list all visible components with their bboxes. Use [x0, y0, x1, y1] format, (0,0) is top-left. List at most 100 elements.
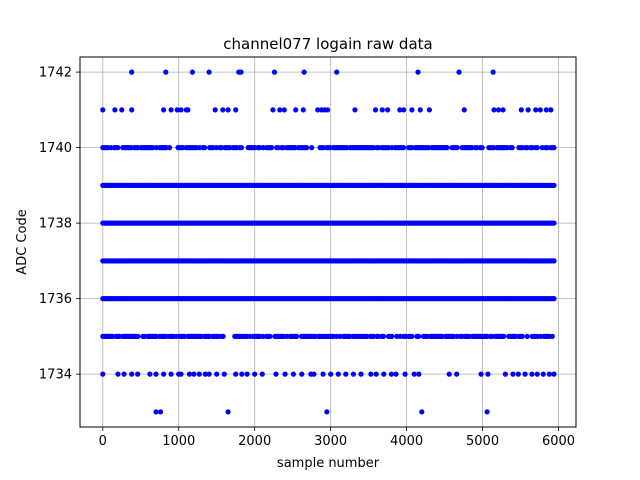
y-tick-label: 1740 [39, 141, 72, 156]
data-point [519, 333, 525, 339]
data-point [546, 371, 553, 377]
data-point [282, 371, 288, 377]
data-point [196, 371, 202, 377]
data-point [189, 69, 195, 75]
y-tick-label: 1738 [39, 217, 72, 232]
data-point [129, 371, 135, 377]
data-point [290, 371, 296, 377]
data-point [446, 371, 452, 377]
data-point [540, 371, 546, 377]
data-point [309, 145, 315, 151]
data-point [233, 107, 239, 113]
data-point [161, 107, 167, 113]
data-point [328, 371, 334, 377]
x-axis: 0 1000 2000 3000 4000 5000 6000 [99, 427, 575, 449]
data-point [161, 371, 167, 377]
data-point [389, 333, 395, 339]
data-point [515, 371, 521, 377]
data-point [115, 145, 121, 151]
data-point [259, 371, 265, 377]
data-point [551, 145, 557, 151]
data-point [490, 69, 496, 75]
data-point [157, 409, 164, 415]
data-point [273, 371, 279, 377]
data-point [350, 371, 356, 377]
data-point [551, 182, 557, 188]
data-point [502, 371, 508, 377]
data-point [537, 107, 543, 113]
data-point [311, 371, 317, 377]
data-point [444, 145, 450, 151]
data-point [269, 145, 275, 151]
data-point [401, 107, 407, 113]
data-point [388, 371, 394, 377]
data-points [100, 69, 557, 415]
data-point [301, 69, 307, 75]
data-point [495, 107, 502, 113]
data-point [551, 258, 557, 264]
data-point [381, 371, 387, 377]
data-point [186, 371, 192, 377]
data-point [522, 371, 528, 377]
data-point [214, 371, 220, 377]
data-point [548, 107, 554, 113]
data-point [409, 333, 415, 339]
data-point [551, 220, 557, 226]
data-point [320, 371, 326, 377]
data-point [225, 107, 231, 113]
grid-lines [80, 57, 576, 427]
data-point [385, 107, 391, 113]
data-point [221, 371, 227, 377]
data-point [202, 371, 208, 377]
data-point [129, 69, 135, 75]
data-point [220, 333, 226, 339]
data-point [168, 107, 174, 113]
data-point [325, 107, 331, 113]
data-point [485, 371, 491, 377]
data-point [534, 371, 540, 377]
data-point [373, 371, 379, 377]
x-tick-label: 3000 [314, 434, 347, 449]
data-point [334, 69, 340, 75]
data-point [401, 145, 407, 151]
data-point [100, 107, 106, 113]
data-point [115, 371, 121, 377]
data-point [426, 107, 432, 113]
data-point [549, 333, 555, 339]
x-tick-label: 0 [99, 434, 107, 449]
data-point [415, 69, 421, 75]
x-tick-label: 1000 [162, 434, 195, 449]
data-point [454, 371, 460, 377]
data-point [271, 69, 278, 75]
data-point [100, 371, 106, 377]
data-point [393, 371, 399, 377]
data-point [454, 145, 460, 151]
data-point [121, 371, 127, 377]
x-tick-label: 4000 [390, 434, 423, 449]
data-point [380, 333, 387, 339]
data-point [300, 107, 306, 113]
y-tick-label: 1736 [39, 292, 72, 307]
data-point [281, 107, 287, 113]
data-point [524, 333, 530, 339]
y-tick-label: 1742 [39, 66, 72, 81]
data-point [335, 371, 341, 377]
data-point [509, 145, 515, 151]
data-point [293, 107, 299, 113]
data-point [461, 107, 467, 113]
data-point [202, 145, 208, 151]
data-point [185, 107, 191, 113]
data-point [315, 107, 321, 113]
data-point [484, 409, 490, 415]
data-point [294, 333, 300, 339]
data-point [212, 107, 218, 113]
data-point [178, 107, 184, 113]
data-point [352, 107, 358, 113]
data-point [304, 145, 310, 151]
data-point [409, 107, 415, 113]
data-point [402, 371, 408, 377]
data-point [510, 371, 516, 377]
data-point [416, 371, 422, 377]
data-point [456, 69, 462, 75]
data-point [244, 371, 250, 377]
